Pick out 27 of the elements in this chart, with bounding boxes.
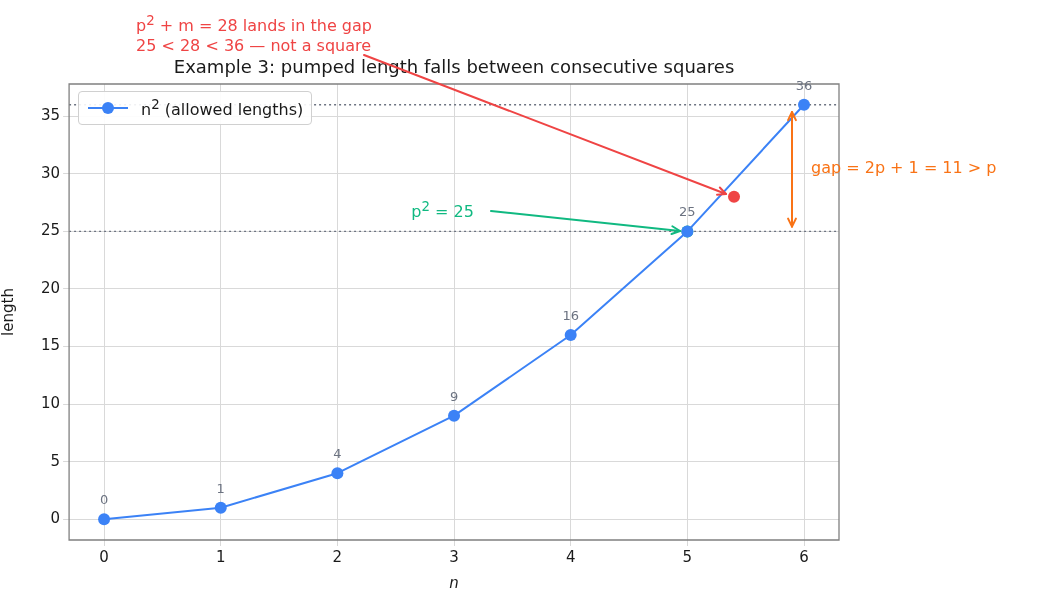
- y-tick-label: 35: [40, 106, 61, 125]
- x-axis-title: n: [449, 574, 459, 592]
- annotation: p$^{2}$ + m = 28 lands in the gap 25 < 28 < 36 — not a square: [136, 11, 372, 57]
- x-tick-label: 6: [799, 547, 809, 566]
- data-label: 16: [562, 308, 579, 324]
- y-tick-label: 20: [40, 278, 61, 297]
- data-label: 4: [333, 446, 342, 462]
- data-label: 25: [679, 204, 696, 220]
- x-tick-label: 5: [682, 547, 693, 566]
- data-label: 0: [99, 492, 109, 508]
- y-tick-label: 5: [50, 451, 61, 470]
- annotation: p$^{2}$ = 25: [411, 198, 474, 223]
- y-axis-title: length: [0, 288, 18, 336]
- y-tick-label: 0: [50, 509, 61, 528]
- y-tick-label: 15: [40, 336, 61, 355]
- y-tick-label: 25: [40, 221, 61, 240]
- x-tick-label: 2: [332, 547, 343, 566]
- annotation: gap = 2p + 1 = 11 > p: [811, 158, 997, 179]
- y-tick-label: 30: [40, 163, 61, 182]
- data-label: 9: [449, 388, 459, 404]
- data-label: 1: [216, 480, 225, 496]
- legend-label: n$^{2}$ (allowed lengths): [141, 96, 304, 120]
- x-tick-label: 0: [99, 547, 109, 566]
- x-tick-label: 3: [449, 547, 459, 566]
- x-tick-label: 4: [565, 547, 576, 566]
- x-tick-label: 1: [215, 547, 226, 566]
- y-tick-label: 10: [40, 394, 61, 413]
